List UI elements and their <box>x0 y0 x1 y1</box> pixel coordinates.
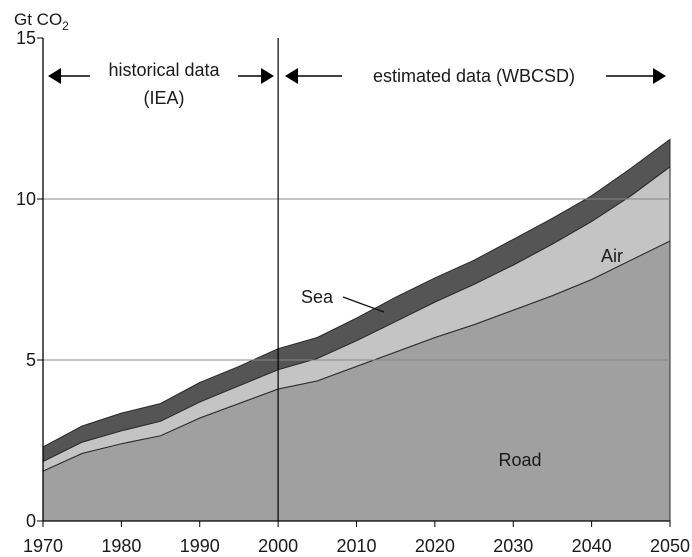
x-tick-label: 2020 <box>415 536 455 556</box>
historical-arrow-left-head <box>48 68 61 84</box>
historical-note-line1: historical data <box>108 60 220 80</box>
historical-arrow-right-head <box>261 68 274 84</box>
x-tick-label: 1980 <box>101 536 141 556</box>
estimated-note: estimated data (WBCSD) <box>373 66 575 86</box>
estimated-arrow-left-head <box>285 68 298 84</box>
y-tick-label: 0 <box>26 511 36 531</box>
y-axis-label: Gt CO2 <box>14 10 69 33</box>
x-tick-label: 2030 <box>493 536 533 556</box>
y-tick-label: 10 <box>16 189 36 209</box>
series-labels: Road Air Sea <box>301 246 623 470</box>
series-label-sea: Sea <box>301 287 334 307</box>
gridlines <box>43 198 670 361</box>
series-label-road: Road <box>498 450 541 470</box>
historical-note-line2: (IEA) <box>143 88 184 108</box>
area-sea <box>42 138 671 463</box>
area-layers <box>42 138 671 522</box>
tick-labels: 1970 1980 1990 2000 2010 2020 2030 2040 2050 0 5 10… <box>14 10 690 556</box>
y-tick-label: 5 <box>26 350 36 370</box>
annotations: historical data (IEA) estimated data (WBCS… <box>48 60 666 108</box>
x-tick-label: 2040 <box>572 536 612 556</box>
x-tick-label: 2000 <box>258 536 298 556</box>
sea-leader-line <box>342 296 385 313</box>
series-label-air: Air <box>601 246 623 266</box>
estimated-arrow-right-head <box>653 68 666 84</box>
x-tick-label: 2050 <box>650 536 690 556</box>
x-tick-label: 2010 <box>336 536 376 556</box>
x-tick-label: 1990 <box>180 536 220 556</box>
y-axis-label-subscript: 2 <box>62 19 69 33</box>
y-tick-label: 15 <box>16 28 36 48</box>
x-tick-label: 1970 <box>23 536 63 556</box>
